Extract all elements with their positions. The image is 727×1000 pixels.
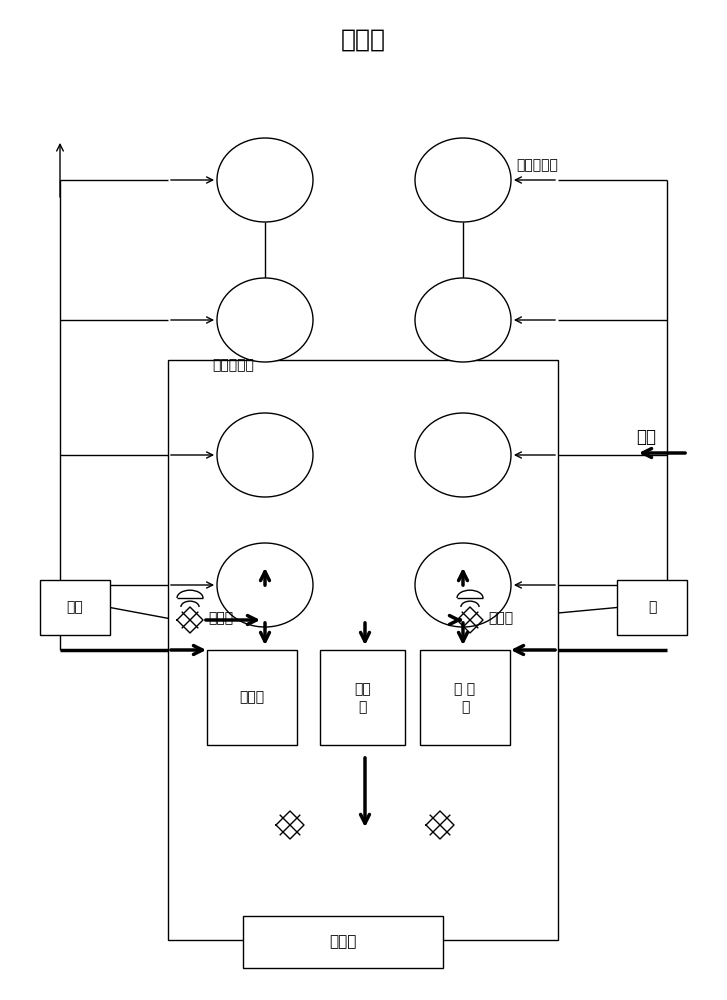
Ellipse shape xyxy=(415,413,511,497)
Ellipse shape xyxy=(217,543,313,627)
Text: 循环泵: 循环泵 xyxy=(239,690,265,704)
Bar xyxy=(617,580,687,635)
Ellipse shape xyxy=(217,138,313,222)
Ellipse shape xyxy=(415,278,511,362)
Text: 生化池: 生化池 xyxy=(340,28,385,52)
Text: 电动阀: 电动阀 xyxy=(488,611,513,625)
Bar xyxy=(40,580,110,635)
Ellipse shape xyxy=(217,278,313,362)
Bar xyxy=(168,360,558,940)
Ellipse shape xyxy=(217,413,313,497)
Text: 风　机: 风 机 xyxy=(329,934,357,950)
Text: 甲醇: 甲醇 xyxy=(67,600,84,614)
Text: 泵: 泵 xyxy=(461,700,469,714)
Text: 泵: 泵 xyxy=(358,700,366,714)
Text: 蝶式曝气器: 蝶式曝气器 xyxy=(516,158,558,172)
Bar xyxy=(207,650,297,745)
Text: 蝶式曝气器: 蝶式曝气器 xyxy=(212,358,254,372)
Text: 电动阀: 电动阀 xyxy=(208,611,233,625)
Bar xyxy=(420,650,510,745)
Text: 循环: 循环 xyxy=(354,682,371,696)
Text: 循 环: 循 环 xyxy=(454,682,475,696)
Ellipse shape xyxy=(415,543,511,627)
Bar xyxy=(320,650,405,745)
Ellipse shape xyxy=(415,138,511,222)
Bar xyxy=(243,916,443,968)
Text: 笼: 笼 xyxy=(648,600,656,614)
Text: 蕲汽: 蕲汽 xyxy=(636,428,656,446)
